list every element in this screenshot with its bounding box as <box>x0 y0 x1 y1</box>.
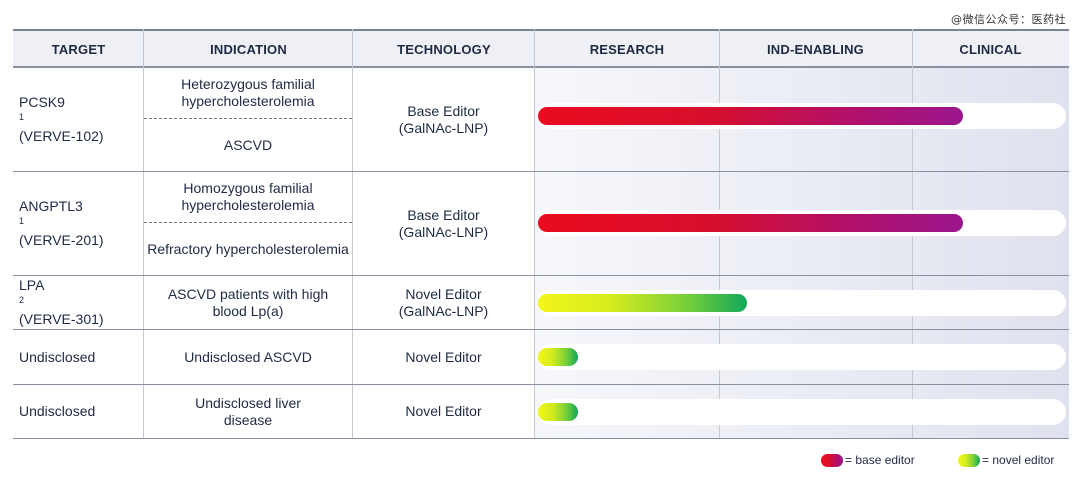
header-target: TARGET <box>51 42 106 57</box>
header-clinical: CLINICAL <box>959 42 1022 57</box>
table-row-target: Undisclosed <box>19 385 144 438</box>
progress-track <box>538 399 1066 425</box>
table-header: TARGET INDICATION TECHNOLOGY RESEARCH IN… <box>13 29 1069 68</box>
indication-cell: Undisclosed ASCVD <box>184 348 312 365</box>
legend-swatch-base <box>821 453 843 467</box>
column-divider <box>143 29 144 439</box>
indication-cell: Homozygous familial hypercholesterolemia <box>181 180 315 213</box>
technology-cell: Novel Editor <box>353 385 534 438</box>
table-row-target: ANGPTL3 1 (VERVE-201) <box>19 172 144 275</box>
indication-cell: Heterozygous familial hypercholesterolem… <box>181 76 315 109</box>
progress-bar <box>538 403 578 421</box>
target-name: LPA <box>19 277 45 293</box>
header-technology: TECHNOLOGY <box>397 42 491 57</box>
program-code: (VERVE-301) <box>19 311 104 327</box>
column-divider <box>352 29 353 439</box>
delivery-method: (GalNAc-LNP) <box>398 119 489 136</box>
row-divider <box>13 384 1069 385</box>
progress-track <box>538 210 1066 236</box>
indication-cell: ASCVD <box>223 136 273 153</box>
indication-divider <box>144 222 352 223</box>
technology-name: Novel Editor <box>405 403 482 419</box>
header-research: RESEARCH <box>589 42 665 57</box>
table-row-target: Undisclosed <box>19 330 144 384</box>
progress-track <box>538 103 1066 129</box>
header-divider <box>13 66 1069 68</box>
table-row-target: LPA 2 (VERVE-301) <box>19 276 144 329</box>
legend-label-base: = base editor <box>845 453 915 467</box>
column-divider <box>534 29 535 439</box>
technology-name: Novel Editor <box>405 285 482 302</box>
target-name: Undisclosed <box>19 348 96 365</box>
progress-bar <box>538 214 963 232</box>
legend-swatch-novel <box>958 453 980 467</box>
progress-bar <box>538 107 963 125</box>
footnote-ref: 1 <box>19 216 25 226</box>
indication-cell: Refractory hypercholesterolemia <box>147 240 349 257</box>
progress-bar <box>538 294 747 312</box>
table-row-target: PCSK9 1 (VERVE-102) <box>19 68 144 171</box>
program-code: (VERVE-201) <box>19 232 104 248</box>
target-name: PCSK9 <box>19 94 65 110</box>
row-divider <box>13 275 1069 276</box>
technology-name: Novel Editor <box>405 348 482 365</box>
legend-novel-editor: = novel editor <box>958 452 1054 468</box>
delivery-method: (GalNAc-LNP) <box>398 223 489 240</box>
row-divider <box>13 171 1069 172</box>
legend-base-editor: = base editor <box>821 452 915 468</box>
watermark: @微信公众号：医药社 <box>951 13 1066 26</box>
technology-cell: Novel Editor (GalNAc-LNP) <box>353 276 534 329</box>
indication-cell: ASCVD patients with high blood Lp(a) <box>167 285 329 319</box>
technology-name: Base Editor <box>407 102 480 119</box>
header-ind-enabling: IND-ENABLING <box>766 42 864 57</box>
header-indication: INDICATION <box>210 42 287 57</box>
technology-name: Base Editor <box>407 206 480 223</box>
progress-bar <box>538 348 578 366</box>
target-name: ANGPTL3 <box>19 198 83 214</box>
program-code: (VERVE-102) <box>19 128 104 144</box>
row-divider <box>13 329 1069 330</box>
indication-cell: Undisclosed liver disease <box>195 394 301 428</box>
footnote-ref: 1 <box>19 112 25 122</box>
progress-track <box>538 344 1066 370</box>
technology-cell: Novel Editor <box>353 330 534 384</box>
progress-track <box>538 290 1066 316</box>
table-bottom-border <box>13 438 1069 439</box>
footnote-ref: 2 <box>19 295 25 305</box>
delivery-method: (GalNAc-LNP) <box>398 302 489 319</box>
target-name: Undisclosed <box>19 403 96 419</box>
indication-divider <box>144 118 352 119</box>
pipeline-table: TARGET INDICATION TECHNOLOGY RESEARCH IN… <box>13 29 1069 439</box>
technology-cell: Base Editor (GalNAc-LNP) <box>353 172 534 275</box>
legend-label-novel: = novel editor <box>982 453 1055 467</box>
technology-cell: Base Editor (GalNAc-LNP) <box>353 68 534 171</box>
